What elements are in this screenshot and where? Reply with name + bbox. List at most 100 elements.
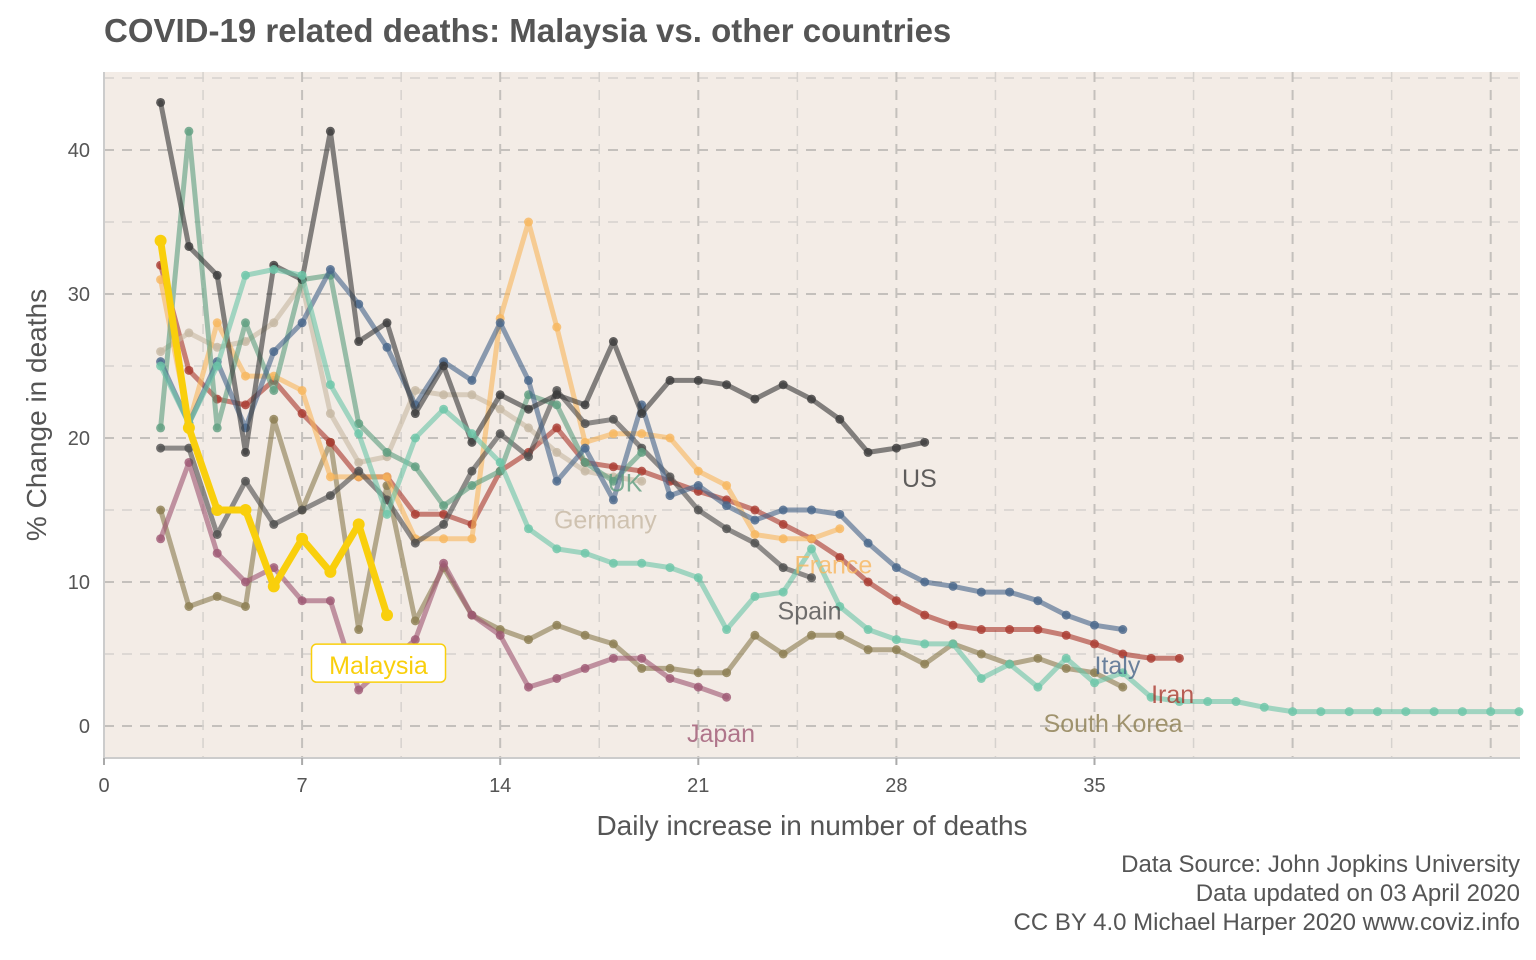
data-point — [156, 361, 166, 371]
data-point — [1061, 653, 1071, 663]
data-point — [354, 625, 364, 635]
data-point — [665, 433, 675, 443]
data-point — [552, 620, 562, 630]
data-point — [439, 501, 449, 511]
data-point — [1514, 707, 1524, 717]
data-point — [1486, 707, 1496, 717]
data-point — [778, 505, 788, 515]
data-point — [184, 241, 194, 251]
series-lines — [154, 97, 1524, 717]
data-point — [467, 437, 477, 447]
data-point — [354, 337, 364, 347]
data-point — [1061, 630, 1071, 640]
data-point — [778, 534, 788, 544]
data-point — [722, 625, 732, 635]
data-point — [212, 529, 222, 539]
grid-lines — [104, 72, 1520, 758]
y-tick-label: 10 — [68, 572, 90, 594]
data-point — [325, 491, 335, 501]
data-point — [325, 596, 335, 606]
data-point — [269, 414, 279, 424]
data-point — [241, 577, 250, 587]
data-point — [665, 491, 675, 501]
data-point — [354, 429, 364, 439]
data-point — [239, 504, 252, 516]
data-point — [296, 532, 309, 545]
data-point — [608, 337, 618, 347]
data-point — [524, 217, 533, 227]
series-label-malaysia: Malaysia — [329, 652, 428, 680]
data-point — [467, 375, 477, 385]
data-point — [524, 375, 533, 385]
data-point — [665, 472, 675, 482]
data-point — [1005, 625, 1015, 635]
data-point — [382, 472, 392, 482]
data-point — [750, 591, 760, 601]
data-point — [920, 659, 930, 669]
data-point — [1174, 697, 1184, 707]
x-tick-label: 14 — [489, 775, 511, 797]
data-point — [1118, 682, 1128, 692]
data-point — [156, 97, 166, 107]
label-box-malaysia — [310, 643, 447, 683]
data-point — [863, 538, 873, 548]
data-point — [410, 462, 420, 472]
data-point — [722, 524, 732, 534]
data-point — [948, 581, 958, 591]
data-point — [750, 538, 760, 548]
data-point — [495, 318, 505, 328]
data-point — [693, 682, 703, 692]
data-point — [241, 400, 250, 410]
data-point — [495, 404, 505, 414]
data-point — [580, 443, 590, 453]
x-tick-label: 7 — [297, 775, 308, 797]
data-point — [750, 529, 760, 539]
data-point — [1118, 668, 1128, 678]
data-point — [439, 519, 449, 529]
data-point — [693, 505, 703, 515]
data-point — [495, 457, 505, 467]
data-point — [410, 409, 420, 419]
axis-ticks: 0 7 14 21 28 35 0 10 20 30 40 — [68, 140, 1106, 797]
data-point — [552, 476, 562, 486]
data-point — [212, 361, 222, 371]
chart-title: COVID-19 related deaths: Malaysia vs. ot… — [104, 12, 952, 49]
data-point — [495, 630, 505, 640]
data-point — [1429, 707, 1439, 717]
data-point — [297, 505, 307, 515]
data-point — [693, 466, 703, 476]
data-point — [182, 421, 195, 434]
data-point — [439, 534, 449, 544]
data-point — [807, 534, 816, 544]
data-point — [1316, 707, 1326, 717]
data-point — [269, 347, 279, 357]
data-point — [1033, 682, 1043, 692]
y-tick-label: 30 — [68, 284, 90, 306]
data-point — [241, 476, 250, 486]
data-point — [807, 630, 816, 640]
data-point — [1146, 692, 1156, 702]
data-point — [580, 663, 590, 673]
y-tick-label: 20 — [68, 428, 90, 450]
data-point — [297, 270, 307, 280]
data-point — [267, 580, 280, 593]
data-point — [891, 635, 901, 645]
data-point — [778, 380, 788, 390]
data-point — [241, 601, 250, 611]
data-point — [891, 443, 901, 453]
data-point — [467, 390, 477, 400]
data-point — [1457, 707, 1467, 717]
y-tick-label: 40 — [68, 140, 90, 162]
x-tick-label: 0 — [98, 775, 109, 797]
data-point — [976, 673, 986, 683]
data-point — [184, 328, 194, 338]
data-point — [750, 515, 760, 525]
series-labels: South Korea Japan Iran Germany France Spain UK… — [310, 465, 1194, 748]
series-japan — [156, 457, 732, 702]
data-point — [1259, 702, 1269, 712]
data-point — [269, 318, 279, 328]
data-point — [156, 505, 166, 515]
data-point — [580, 457, 590, 467]
data-point — [976, 587, 986, 597]
data-point — [778, 519, 788, 529]
